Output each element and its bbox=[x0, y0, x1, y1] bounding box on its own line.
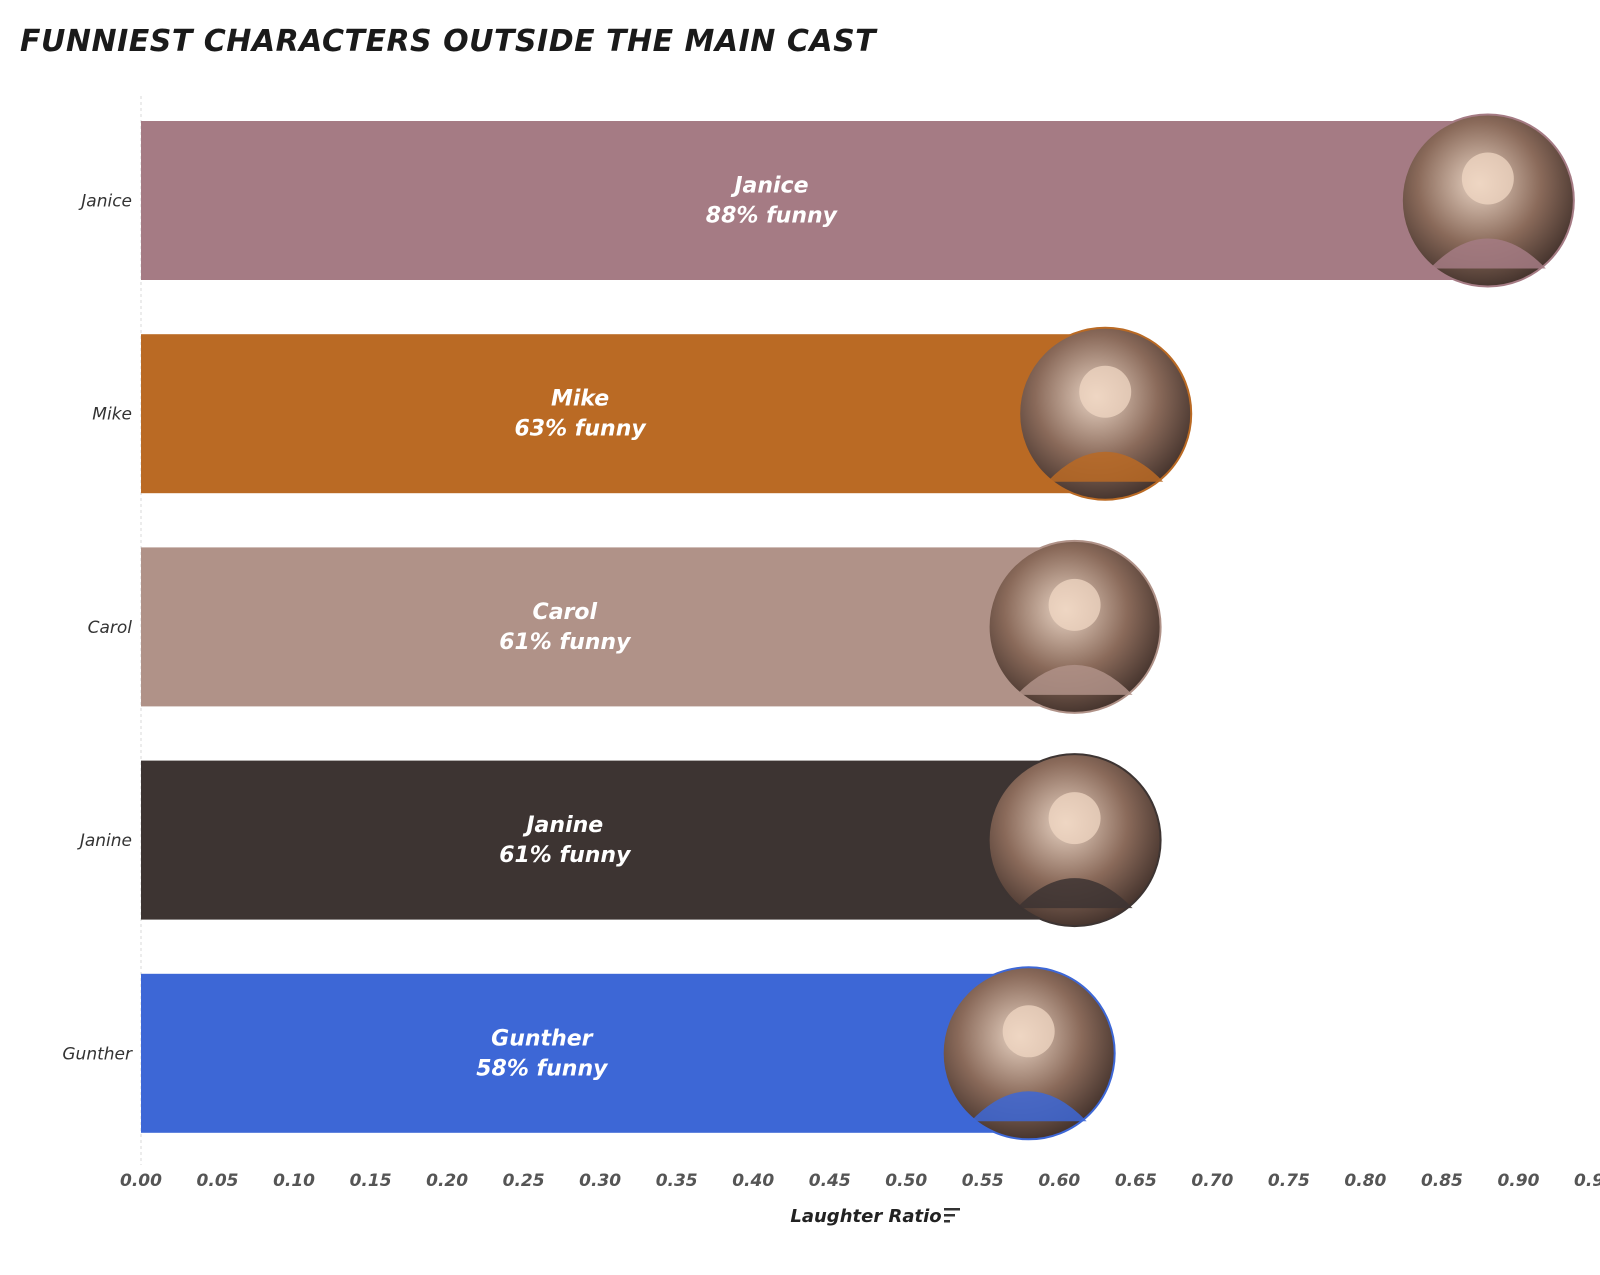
avatar-face bbox=[1461, 152, 1514, 205]
x-tick-label: 0.95 bbox=[1574, 1171, 1600, 1191]
bar-label-name: Gunther bbox=[491, 1026, 593, 1051]
x-tick-label: 0.20 bbox=[426, 1171, 468, 1191]
x-tick-label: 0.25 bbox=[503, 1171, 545, 1191]
bar-group-mike: Mike Mike 63% funny bbox=[92, 326, 1193, 501]
bar-gunther[interactable] bbox=[141, 973, 1029, 1133]
x-axis-title: Laughter Ratio bbox=[790, 1206, 941, 1227]
bar-group-gunther: Gunther Gunther 58% funny bbox=[62, 966, 1116, 1141]
bar-label-value: 61% funny bbox=[499, 843, 632, 868]
y-tick-label: Janine bbox=[77, 831, 132, 851]
bar-label-value: 61% funny bbox=[499, 630, 632, 655]
avatar-carol bbox=[987, 539, 1162, 714]
avatar-body bbox=[1016, 878, 1133, 909]
bar-label-value: 58% funny bbox=[476, 1056, 609, 1081]
chart-title: Funniest characters outside the main cas… bbox=[20, 24, 877, 59]
y-tick-label: Mike bbox=[92, 405, 132, 425]
bars-layer: Janice Janice 88% funny Mike Mike 63% funny Ca… bbox=[62, 113, 1575, 1141]
y-tick-label: Gunther bbox=[62, 1044, 133, 1064]
x-tick-label: 0.00 bbox=[120, 1171, 162, 1191]
bar-janice[interactable] bbox=[141, 121, 1488, 280]
bar-label-name: Janine bbox=[522, 813, 603, 838]
x-tick-label: 0.80 bbox=[1344, 1171, 1386, 1191]
avatar-face bbox=[1079, 365, 1132, 418]
x-tick-label: 0.60 bbox=[1038, 1171, 1080, 1191]
avatar-body bbox=[970, 1091, 1087, 1122]
x-tick-label: 0.40 bbox=[732, 1171, 774, 1191]
bar-group-janine: Janine Janine 61% funny bbox=[77, 753, 1162, 928]
sort-descending-icon[interactable] bbox=[944, 1208, 960, 1223]
x-tick-label: 0.55 bbox=[962, 1171, 1004, 1191]
x-tick-label: 0.70 bbox=[1191, 1171, 1233, 1191]
x-tick-label: 0.35 bbox=[656, 1171, 698, 1191]
avatar-face bbox=[1048, 792, 1101, 845]
avatar-mike bbox=[1018, 326, 1193, 501]
bar-group-carol: Carol Carol 61% funny bbox=[88, 539, 1162, 714]
bar-janine[interactable] bbox=[141, 760, 1075, 920]
bar-label-name: Mike bbox=[551, 387, 609, 412]
x-tick-label: 0.15 bbox=[350, 1171, 392, 1191]
bar-carol[interactable] bbox=[141, 547, 1075, 707]
x-tick-label: 0.65 bbox=[1115, 1171, 1157, 1191]
x-tick-label: 0.90 bbox=[1497, 1171, 1539, 1191]
avatar-gunther bbox=[941, 966, 1116, 1141]
y-tick-label: Janice bbox=[78, 192, 132, 212]
bar-mike[interactable] bbox=[141, 334, 1106, 494]
x-tick-label: 0.75 bbox=[1268, 1171, 1310, 1191]
avatar-janice bbox=[1400, 113, 1575, 288]
x-tick-label: 0.45 bbox=[809, 1171, 851, 1191]
bar-label-value: 88% funny bbox=[706, 204, 839, 229]
avatar-body bbox=[1016, 664, 1133, 695]
bar-label-value: 63% funny bbox=[514, 417, 647, 442]
avatar-body bbox=[1429, 238, 1546, 269]
x-tick-label: 0.50 bbox=[885, 1171, 927, 1191]
y-tick-label: Carol bbox=[88, 618, 133, 638]
x-axis: 0.00 0.05 0.10 0.15 0.20 0.25 0.30 0.35 0.40 0.45… bbox=[120, 1171, 1600, 1191]
bar-group-janice: Janice Janice 88% funny bbox=[78, 113, 1575, 288]
x-axis-title-group: Laughter Ratio bbox=[790, 1206, 960, 1227]
avatar-face bbox=[1002, 1005, 1055, 1058]
x-tick-label: 0.30 bbox=[579, 1171, 621, 1191]
avatar-face bbox=[1048, 578, 1101, 631]
bar-label-name: Janice bbox=[730, 174, 808, 199]
avatar-janine bbox=[987, 753, 1162, 928]
bar-label-name: Carol bbox=[533, 600, 598, 625]
x-tick-label: 0.05 bbox=[197, 1171, 239, 1191]
x-tick-label: 0.85 bbox=[1421, 1171, 1463, 1191]
avatar-body bbox=[1047, 451, 1164, 482]
x-tick-label: 0.10 bbox=[273, 1171, 315, 1191]
